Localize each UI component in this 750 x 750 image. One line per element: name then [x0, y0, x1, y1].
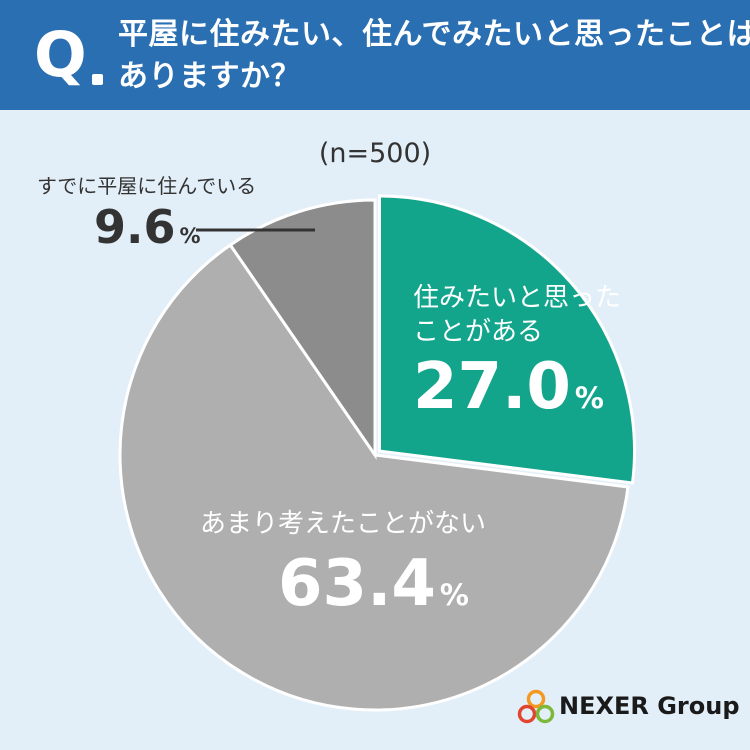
- question-header: Q 平屋に住みたい、住んでみたいと思ったことは ありますか？: [0, 0, 750, 110]
- question-text: 平屋に住みたい、住んでみたいと思ったことは ありますか？: [118, 14, 750, 98]
- sample-size: (n=500): [318, 138, 432, 169]
- logo-text: NEXER Group: [559, 692, 740, 720]
- nexer-rings-logo-icon: [517, 689, 555, 724]
- question-line-2: ありますか？: [118, 59, 301, 94]
- pie-slice-0: [378, 194, 636, 485]
- pie-slice-1: [118, 242, 630, 712]
- pie-slice-2: [228, 198, 377, 460]
- slice-unit-2: %: [180, 224, 201, 248]
- slice-unit-0: %: [575, 381, 604, 415]
- slice-value-2: 9.6: [94, 200, 176, 254]
- nexer-logo: NEXER Group: [517, 688, 740, 728]
- question-dot: [92, 74, 103, 85]
- slice-value-0: 27.0: [413, 350, 571, 424]
- slice-label-1-line-0: あまり考えたことがない: [200, 509, 486, 539]
- slice-label-0-line-0: 住みたいと思った: [413, 283, 621, 313]
- slice-value-1: 63.4: [278, 547, 436, 621]
- question-line-1: 平屋に住みたい、住んでみたいと思ったことは: [118, 17, 750, 52]
- slice-label-2-line-0: すでに平屋に住んでいる: [37, 174, 256, 198]
- question-mark: Q: [34, 18, 87, 91]
- slice-label-0-line-1: ことがある: [413, 317, 543, 347]
- slice-unit-1: %: [440, 578, 469, 612]
